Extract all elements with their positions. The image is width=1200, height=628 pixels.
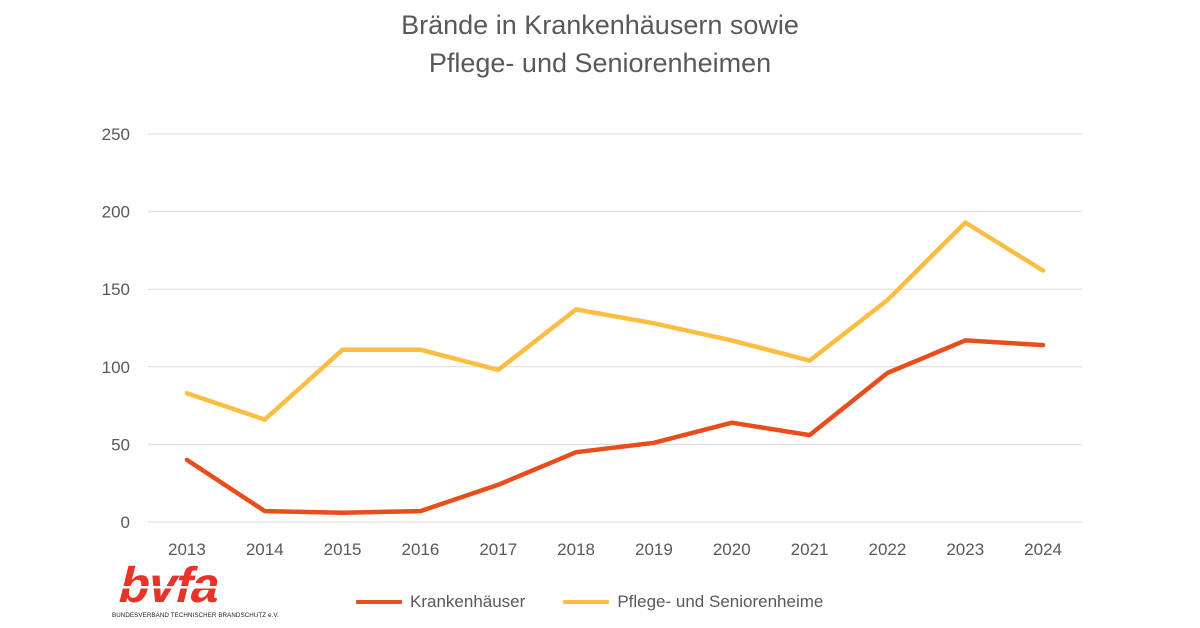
line-chart: 0 50 100 150 200 250 2013 2014 2015 2016 2017 2018… xyxy=(0,0,1200,628)
x-tick-label: 2022 xyxy=(869,540,907,559)
y-tick-label: 250 xyxy=(102,125,130,144)
y-tick-label: 0 xyxy=(121,513,130,532)
y-tick-label: 50 xyxy=(111,435,130,454)
x-tick-label: 2013 xyxy=(168,540,206,559)
x-tick-label: 2023 xyxy=(946,540,984,559)
x-tick-label: 2015 xyxy=(324,540,362,559)
y-axis-ticks: 0 50 100 150 200 250 xyxy=(102,125,130,532)
series-line-krankenhaeuser xyxy=(187,340,1043,512)
legend: Krankenhäuser Pflege- und Seniorenheime xyxy=(356,592,861,612)
legend-label-pflegeheime: Pflege- und Seniorenheime xyxy=(617,592,823,612)
legend-item-pflegeheime: Pflege- und Seniorenheime xyxy=(563,592,823,612)
x-tick-label: 2017 xyxy=(479,540,517,559)
series-line-pflegeheime xyxy=(187,223,1043,420)
y-tick-label: 150 xyxy=(102,280,130,299)
y-tick-label: 100 xyxy=(102,358,130,377)
legend-item-krankenhaeuser: Krankenhäuser xyxy=(356,592,525,612)
legend-label-krankenhaeuser: Krankenhäuser xyxy=(410,592,525,612)
legend-swatch-pflegeheime xyxy=(563,600,609,604)
logo-subtitle: BUNDESVERBAND TECHNISCHER BRANDSCHUTZ e.… xyxy=(112,612,279,619)
x-tick-label: 2016 xyxy=(402,540,440,559)
y-tick-label: 200 xyxy=(102,203,130,222)
series-lines xyxy=(187,222,1043,512)
gridlines xyxy=(148,134,1082,522)
x-axis-ticks: 2013 2014 2015 2016 2017 2018 2019 2020 2021 2022… xyxy=(168,540,1062,559)
x-tick-label: 2019 xyxy=(635,540,673,559)
x-tick-label: 2018 xyxy=(557,540,595,559)
x-tick-label: 2014 xyxy=(246,540,284,559)
x-tick-label: 2020 xyxy=(713,540,751,559)
legend-swatch-krankenhaeuser xyxy=(356,600,402,604)
x-tick-label: 2021 xyxy=(791,540,829,559)
x-tick-label: 2024 xyxy=(1024,540,1062,559)
